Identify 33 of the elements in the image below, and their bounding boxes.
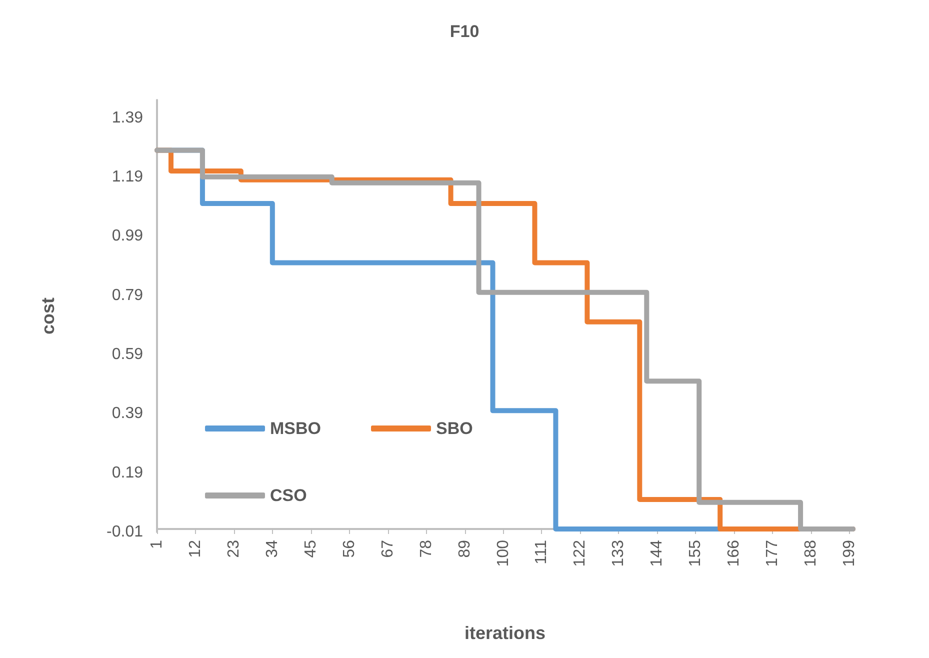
- x-tick-label: 122: [572, 540, 589, 567]
- y-tick-label: -0.01: [106, 524, 144, 540]
- x-tick-label: 111: [533, 540, 550, 564]
- x-axis-title: iterations: [464, 623, 546, 643]
- x-tick-label: 177: [764, 540, 782, 567]
- x-tick-label: 166: [726, 540, 743, 567]
- y-tick-label: 0.99: [112, 228, 144, 245]
- x-tick-label: 188: [802, 540, 820, 567]
- y-tick-label: 1.19: [112, 168, 144, 186]
- legend-label: MSBO: [270, 419, 321, 438]
- x-tick-label: 67: [379, 540, 396, 558]
- x-tick-label: 144: [648, 540, 666, 567]
- y-tick-label: 0.39: [112, 405, 144, 422]
- x-tick-label: 56: [340, 540, 358, 558]
- y-tick-label: 0.59: [112, 346, 144, 363]
- y-tick-label: 0.79: [112, 286, 144, 304]
- legend-label: CSO: [270, 486, 307, 505]
- x-tick-label: 45: [302, 540, 320, 558]
- x-tick-label: 100: [494, 540, 512, 567]
- y-axis-title: cost: [38, 297, 58, 335]
- y-tick-label: 1.39: [112, 109, 144, 126]
- x-tick-label: 155: [687, 540, 704, 567]
- x-tick-label: 34: [264, 540, 281, 558]
- x-tick-label: 23: [225, 540, 242, 558]
- x-tick-label: 78: [418, 540, 435, 558]
- x-tick-label: 133: [610, 540, 628, 567]
- legend-label: SBO: [436, 419, 473, 438]
- x-tick-label: 199: [841, 540, 858, 567]
- x-tick-label: 12: [186, 540, 204, 558]
- x-tick-label: 89: [456, 540, 474, 558]
- y-tick-label: 0.19: [112, 464, 144, 482]
- chart-title: F10: [450, 22, 480, 41]
- x-tick-label: 1: [148, 540, 166, 549]
